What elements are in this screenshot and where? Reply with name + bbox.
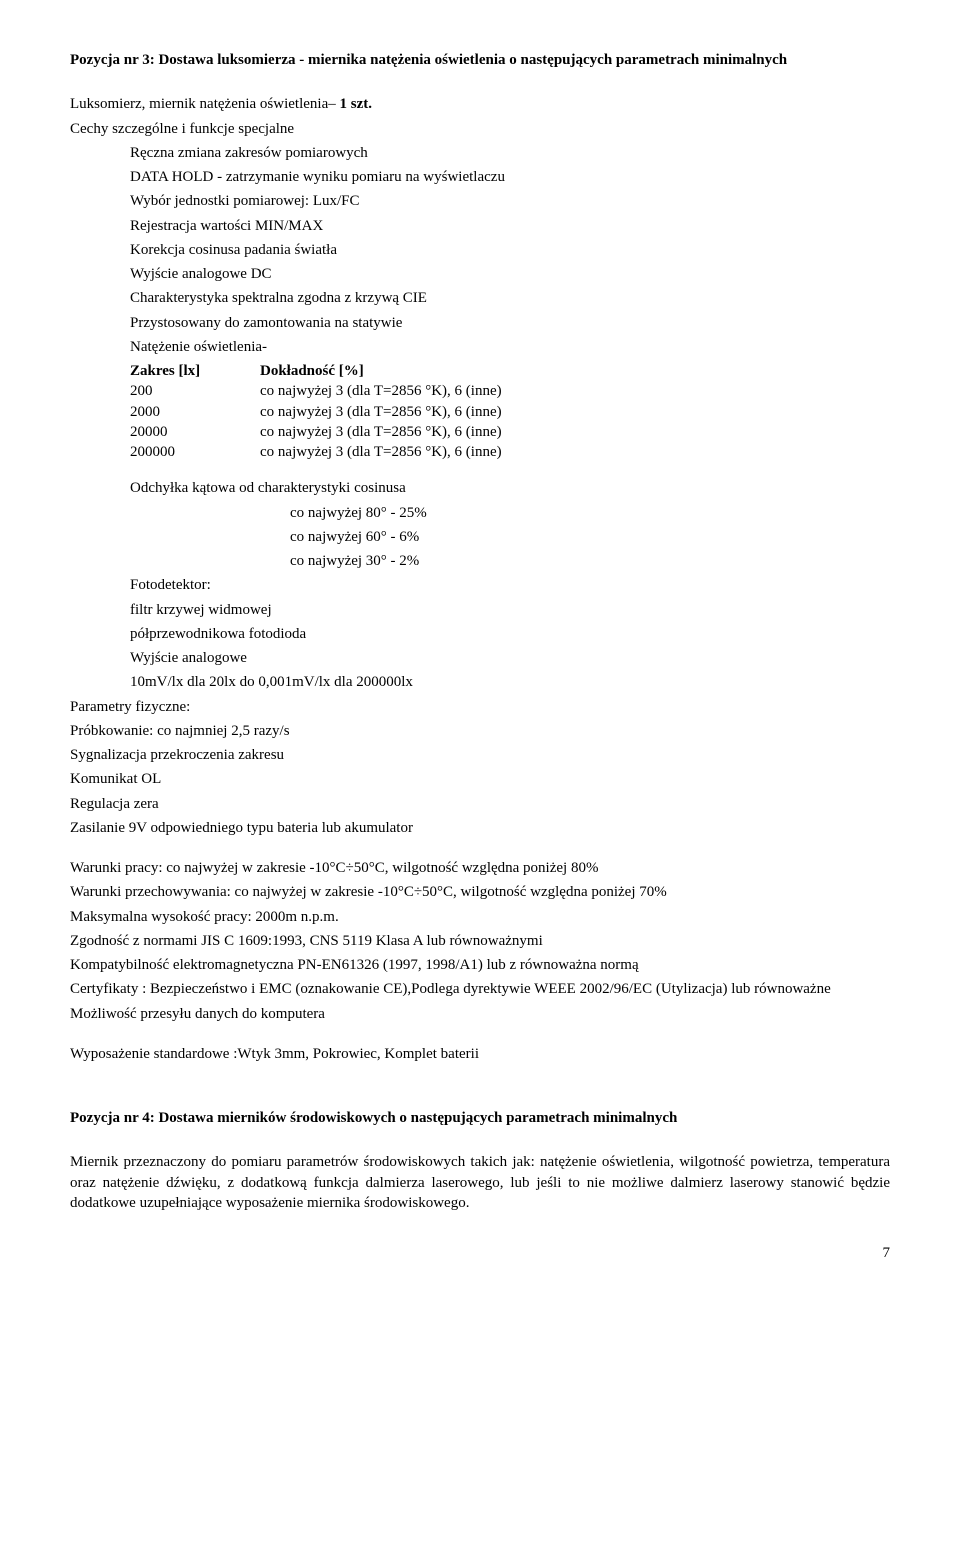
intro-prefix: Luksomierz, miernik natężenia oświetleni…	[70, 96, 340, 112]
page-number: 7	[70, 1243, 890, 1263]
range-row: 2000 co najwyżej 3 (dla T=2856 °K), 6 (i…	[130, 402, 890, 422]
phys-line: Komunikat OL	[70, 769, 890, 789]
intro-qty: 1 szt.	[340, 96, 373, 112]
phys-heading: Parametry fizyczne:	[70, 697, 890, 717]
condition-line: Warunki przechowywania: co najwyżej w za…	[70, 882, 890, 902]
feature-line: Charakterystyka spektralna zgodna z krzy…	[130, 288, 890, 308]
detector-line: 10mV/lx dla 20lx do 0,001mV/lx dla 20000…	[130, 672, 890, 692]
section4-body: Miernik przeznaczony do pomiaru parametr…	[70, 1152, 890, 1213]
phys-line: Sygnalizacja przekroczenia zakresu	[70, 745, 890, 765]
range-row: 20000 co najwyżej 3 (dla T=2856 °K), 6 (…	[130, 422, 890, 442]
cosine-line: co najwyżej 80° - 25%	[290, 503, 890, 523]
range-row: 200000 co najwyżej 3 (dla T=2856 °K), 6 …	[130, 442, 890, 462]
detector-line: Wyjście analogowe	[130, 648, 890, 668]
range-acc: co najwyżej 3 (dla T=2856 °K), 6 (inne)	[260, 402, 890, 422]
range-lx: 200000	[130, 442, 260, 462]
intensity-label: Natężenie oświetlenia-	[130, 337, 890, 357]
feature-line: Korekcja cosinusa padania światła	[130, 240, 890, 260]
feature-line: Wybór jednostki pomiarowej: Lux/FC	[130, 191, 890, 211]
features-heading: Cechy szczególne i funkcje specjalne	[70, 119, 890, 139]
photodetector-label: Fotodetektor:	[130, 575, 890, 595]
cosine-heading: Odchyłka kątowa od charakterystyki cosin…	[130, 478, 890, 498]
feature-line: Rejestracja wartości MIN/MAX	[130, 216, 890, 236]
condition-line: Możliwość przesyłu danych do komputera	[70, 1004, 890, 1024]
phys-line: Próbkowanie: co najmniej 2,5 razy/s	[70, 721, 890, 741]
range-lx: 200	[130, 381, 260, 401]
feature-line: Ręczna zmiana zakresów pomiarowych	[130, 143, 890, 163]
range-acc: co najwyżej 3 (dla T=2856 °K), 6 (inne)	[260, 442, 890, 462]
range-row: 200 co najwyżej 3 (dla T=2856 °K), 6 (in…	[130, 381, 890, 401]
cosine-line: co najwyżej 60° - 6%	[290, 527, 890, 547]
condition-line: Kompatybilność elektromagnetyczna PN-EN6…	[70, 955, 890, 975]
condition-line: Maksymalna wysokość pracy: 2000m n.p.m.	[70, 907, 890, 927]
phys-line: Regulacja zera	[70, 794, 890, 814]
detector-line: półprzewodnikowa fotodioda	[130, 624, 890, 644]
range-lx: 2000	[130, 402, 260, 422]
section3-intro: Luksomierz, miernik natężenia oświetleni…	[70, 94, 890, 114]
detector-line: filtr krzywej widmowej	[130, 600, 890, 620]
range-acc: co najwyżej 3 (dla T=2856 °K), 6 (inne)	[260, 422, 890, 442]
condition-line: Certyfikaty : Bezpieczeństwo i EMC (ozna…	[70, 979, 890, 999]
accuracy-header: Dokładność [%]	[260, 361, 890, 381]
accessories-line: Wyposażenie standardowe :Wtyk 3mm, Pokro…	[70, 1044, 890, 1064]
phys-line: Zasilanie 9V odpowiedniego typu bateria …	[70, 818, 890, 838]
section3-title: Pozycja nr 3: Dostawa luksomierza - mier…	[70, 50, 890, 70]
feature-line: DATA HOLD - zatrzymanie wyniku pomiaru n…	[130, 167, 890, 187]
range-lx: 20000	[130, 422, 260, 442]
feature-line: Wyjście analogowe DC	[130, 264, 890, 284]
range-header: Zakres [lx]	[130, 361, 260, 381]
section4-title: Pozycja nr 4: Dostawa mierników środowis…	[70, 1108, 890, 1128]
range-header-row: Zakres [lx] Dokładność [%]	[130, 361, 890, 381]
range-acc: co najwyżej 3 (dla T=2856 °K), 6 (inne)	[260, 381, 890, 401]
feature-line: Przystosowany do zamontowania na statywi…	[130, 313, 890, 333]
cosine-line: co najwyżej 30° - 2%	[290, 551, 890, 571]
condition-line: Zgodność z normami JIS C 1609:1993, CNS …	[70, 931, 890, 951]
condition-line: Warunki pracy: co najwyżej w zakresie -1…	[70, 858, 890, 878]
